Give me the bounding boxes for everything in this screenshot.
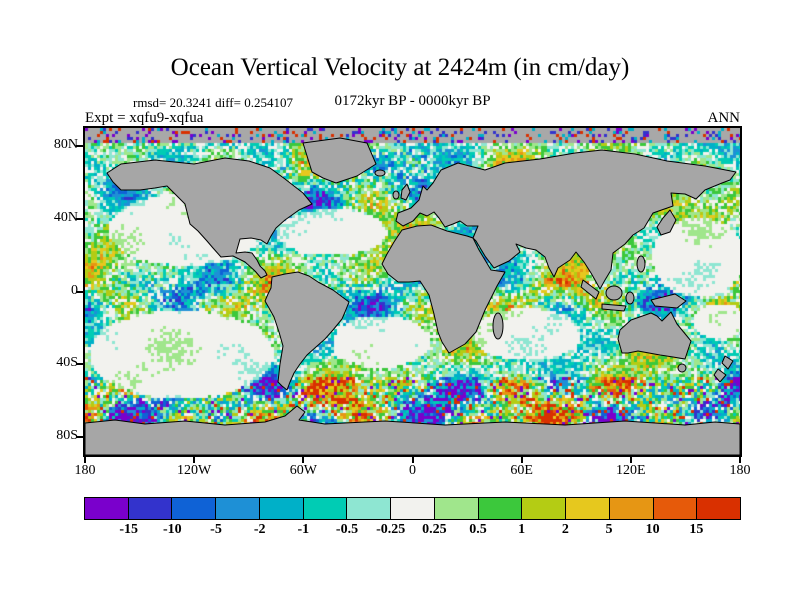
continent-south-america [264, 271, 350, 391]
continent-antarctica [85, 405, 740, 455]
colorbar-label: -0.5 [335, 522, 359, 537]
x-axis-label: 180 [729, 463, 751, 478]
colorbar-cell [652, 498, 697, 519]
island-madagascar [492, 312, 504, 340]
island-sumatra [580, 279, 600, 300]
x-axis-tick [629, 457, 632, 463]
y-axis-tick [76, 435, 83, 438]
colorbar-cell [85, 498, 128, 519]
continent-eurasia [395, 149, 737, 290]
colorbar-cell [608, 498, 653, 519]
continent-africa [381, 224, 506, 354]
y-axis-tick [76, 145, 83, 148]
island-iceland [374, 169, 386, 177]
island-tasmania [677, 363, 687, 373]
colorbar-label: -10 [162, 522, 182, 537]
colorbar-label: 2 [561, 522, 569, 537]
map-plot [83, 126, 742, 457]
y-axis-tick [76, 290, 83, 293]
colorbar-cell [346, 498, 391, 519]
x-axis-tick [302, 457, 305, 463]
y-axis-tick [76, 363, 83, 366]
x-axis-label: 60E [510, 463, 533, 478]
x-axis-tick [739, 457, 741, 463]
island-uk [400, 183, 411, 201]
colorbar-cell [521, 498, 566, 519]
colorbar-label: 5 [605, 522, 613, 537]
continent-north-america [106, 157, 313, 279]
x-axis-tick [411, 457, 414, 463]
island-new-zealand-south [713, 368, 727, 383]
x-axis-tick [193, 457, 196, 463]
period-line: 0172kyr BP - 0000kyr BP [334, 93, 491, 109]
y-axis-label: 40S [56, 355, 78, 371]
y-axis-tick [76, 217, 83, 220]
colorbar-cell [302, 498, 347, 519]
x-axis-label: 180 [74, 463, 96, 478]
colorbar-cell [171, 498, 216, 519]
colorbar-cell [477, 498, 522, 519]
colorbar-label: -5 [210, 522, 222, 537]
y-axis-label: 80N [53, 137, 78, 153]
colorbar-label: -15 [119, 522, 138, 537]
colorbar-label: -0.25 [376, 522, 406, 537]
colorbar-label: 1 [518, 522, 526, 537]
x-axis-label: 60W [289, 463, 317, 478]
continents-overlay [85, 137, 740, 455]
continent-australia [617, 311, 692, 360]
colorbar-cell [565, 498, 609, 519]
colorbar-label: -2 [253, 522, 266, 537]
y-axis-label: 80S [56, 427, 78, 443]
colorbar-label: 15 [689, 522, 704, 537]
colorbar-cell [390, 498, 434, 519]
island-new-zealand-north [721, 355, 734, 370]
island-japan [656, 209, 677, 236]
island-borneo [605, 285, 623, 301]
x-axis-label: 0 [409, 463, 416, 478]
colorbar [84, 497, 741, 520]
island-ireland [392, 190, 400, 200]
x-axis-tick [520, 457, 523, 463]
colorbar-labels: -15 -10 -5 -2 -1 -0.5 -0.25 0.25 0.5 1 2 5 10 15 [85, 522, 740, 540]
colorbar-label: 0.5 [469, 522, 487, 537]
stats-line: rmsd= 20.3241 diff= 0.254107 [133, 95, 293, 110]
experiment-label: Expt = xqfu9-xqfua [85, 110, 204, 126]
colorbar-label: -1 [297, 522, 310, 537]
colorbar-cell [433, 498, 478, 519]
colorbar-label: 0.25 [422, 522, 447, 537]
y-axis-label: 40N [53, 209, 78, 225]
island-new-guinea [650, 293, 687, 309]
continent-greenland [302, 137, 377, 184]
island-sulawesi [625, 291, 635, 305]
colorbar-label: 10 [645, 522, 660, 537]
island-philippines [636, 255, 646, 273]
chart-title: Ocean Vertical Velocity at 2424m (in cm/… [170, 54, 630, 81]
island-java [601, 303, 627, 312]
y-axis-label: 0 [71, 282, 78, 298]
colorbar-cell [127, 498, 172, 519]
season-label: ANN [707, 110, 741, 126]
colorbar-cell [215, 498, 259, 519]
x-axis-label: 120W [177, 463, 212, 478]
x-axis-tick [84, 457, 86, 463]
colorbar-cell [696, 498, 741, 519]
colorbar-cell [258, 498, 303, 519]
x-axis-label: 120E [616, 463, 646, 478]
